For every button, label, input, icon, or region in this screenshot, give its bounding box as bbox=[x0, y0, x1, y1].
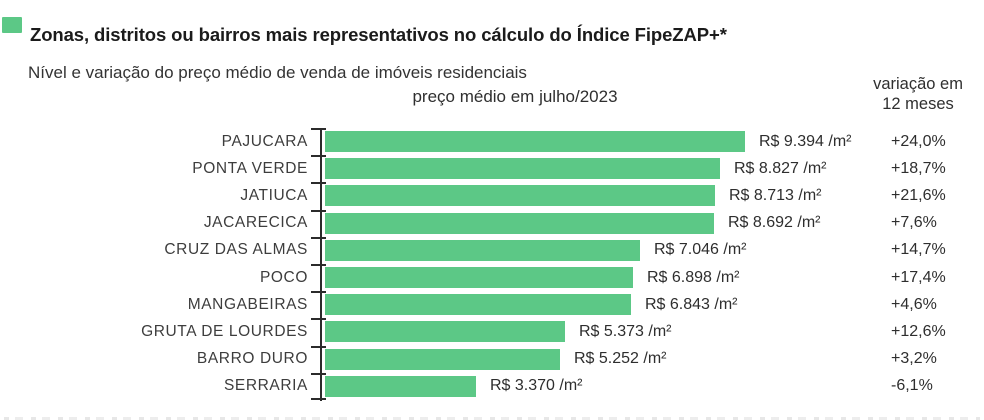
variation-column-header: variação em 12 meses bbox=[853, 74, 983, 114]
category-label: GRUTA DE LOURDES bbox=[141, 322, 308, 340]
category-label: JATIUCA bbox=[240, 186, 308, 204]
category-label: PONTA VERDE bbox=[192, 159, 308, 177]
bar-row: SERRARIA R$ 3.370 /m² -6,1% bbox=[0, 373, 984, 400]
variation-label: +24,0% bbox=[891, 132, 946, 150]
bar bbox=[325, 185, 715, 207]
bar bbox=[325, 239, 640, 261]
variation-label: +18,7% bbox=[891, 159, 946, 177]
axis-tick bbox=[311, 210, 326, 212]
bar-row: CRUZ DAS ALMAS R$ 7.046 /m² +14,7% bbox=[0, 237, 984, 264]
bar-chart: PAJUCARA R$ 9.394 /m² +24,0% PONTA VERDE… bbox=[0, 128, 984, 400]
category-label: SERRARIA bbox=[223, 377, 308, 395]
bar-row: JATIUCA R$ 8.713 /m² +21,6% bbox=[0, 182, 984, 209]
variation-label: +12,6% bbox=[891, 322, 946, 340]
bar-row: BARRO DURO R$ 5.252 /m² +3,2% bbox=[0, 346, 984, 373]
bar bbox=[325, 266, 633, 288]
variation-label: -6,1% bbox=[891, 377, 933, 395]
variation-label: +3,2% bbox=[891, 350, 937, 368]
variation-label: +4,6% bbox=[891, 295, 937, 313]
axis-tick bbox=[311, 346, 326, 348]
variation-label: +7,6% bbox=[891, 214, 937, 232]
bar bbox=[325, 348, 560, 370]
price-label: R$ 3.370 /m² bbox=[490, 377, 583, 395]
bar bbox=[325, 294, 631, 316]
page-title: Zonas, distritos ou bairros mais represe… bbox=[30, 24, 727, 46]
category-label: CRUZ DAS ALMAS bbox=[164, 241, 308, 259]
bar bbox=[325, 131, 745, 152]
axis-tick bbox=[311, 155, 326, 157]
axis-tick bbox=[311, 318, 326, 320]
price-label: R$ 7.046 /m² bbox=[654, 241, 747, 259]
bar bbox=[325, 321, 565, 343]
bar-row: PAJUCARA R$ 9.394 /m² +24,0% bbox=[0, 128, 984, 155]
variation-header-line2: 12 meses bbox=[882, 95, 954, 113]
bar-row: JACARECICA R$ 8.692 /m² +7,6% bbox=[0, 210, 984, 237]
bar-row: MANGABEIRAS R$ 6.843 /m² +4,6% bbox=[0, 291, 984, 318]
price-label: R$ 8.827 /m² bbox=[734, 159, 827, 177]
axis-tick bbox=[311, 373, 326, 375]
category-label: JACARECICA bbox=[203, 214, 308, 232]
axis-tick bbox=[311, 182, 326, 184]
y-axis-ticks bbox=[311, 128, 326, 401]
axis-tick bbox=[311, 264, 326, 266]
page-subtitle: Nível e variação do preço médio de venda… bbox=[28, 63, 527, 82]
bar bbox=[325, 212, 714, 234]
price-label: R$ 6.843 /m² bbox=[645, 295, 738, 313]
clipped-footnote-text bbox=[4, 417, 980, 420]
bar-row: POCO R$ 6.898 /m² +17,4% bbox=[0, 264, 984, 291]
legend-square-icon bbox=[2, 17, 22, 33]
category-label: POCO bbox=[259, 268, 308, 286]
bar-row: PONTA VERDE R$ 8.827 /m² +18,7% bbox=[0, 155, 984, 182]
bar bbox=[325, 158, 720, 180]
price-column-header: preço médio em julho/2023 bbox=[412, 87, 618, 106]
variation-label: +14,7% bbox=[891, 241, 946, 259]
bar-row: GRUTA DE LOURDES R$ 5.373 /m² +12,6% bbox=[0, 318, 984, 345]
variation-label: +17,4% bbox=[891, 268, 946, 286]
axis-tick bbox=[311, 291, 326, 293]
bar bbox=[325, 375, 476, 397]
price-label: R$ 9.394 /m² bbox=[759, 132, 852, 150]
category-label: BARRO DURO bbox=[196, 350, 308, 368]
price-label: R$ 5.252 /m² bbox=[574, 350, 667, 368]
price-label: R$ 8.692 /m² bbox=[728, 214, 821, 232]
category-label: PAJUCARA bbox=[221, 132, 308, 150]
axis-tick bbox=[311, 128, 326, 130]
price-label: R$ 5.373 /m² bbox=[579, 322, 672, 340]
variation-header-line1: variação em bbox=[873, 75, 963, 93]
category-label: MANGABEIRAS bbox=[187, 295, 308, 313]
variation-label: +21,6% bbox=[891, 186, 946, 204]
axis-tick bbox=[311, 398, 326, 400]
axis-tick bbox=[311, 237, 326, 239]
price-label: R$ 8.713 /m² bbox=[729, 186, 822, 204]
price-label: R$ 6.898 /m² bbox=[647, 268, 740, 286]
y-axis-line bbox=[320, 128, 322, 401]
